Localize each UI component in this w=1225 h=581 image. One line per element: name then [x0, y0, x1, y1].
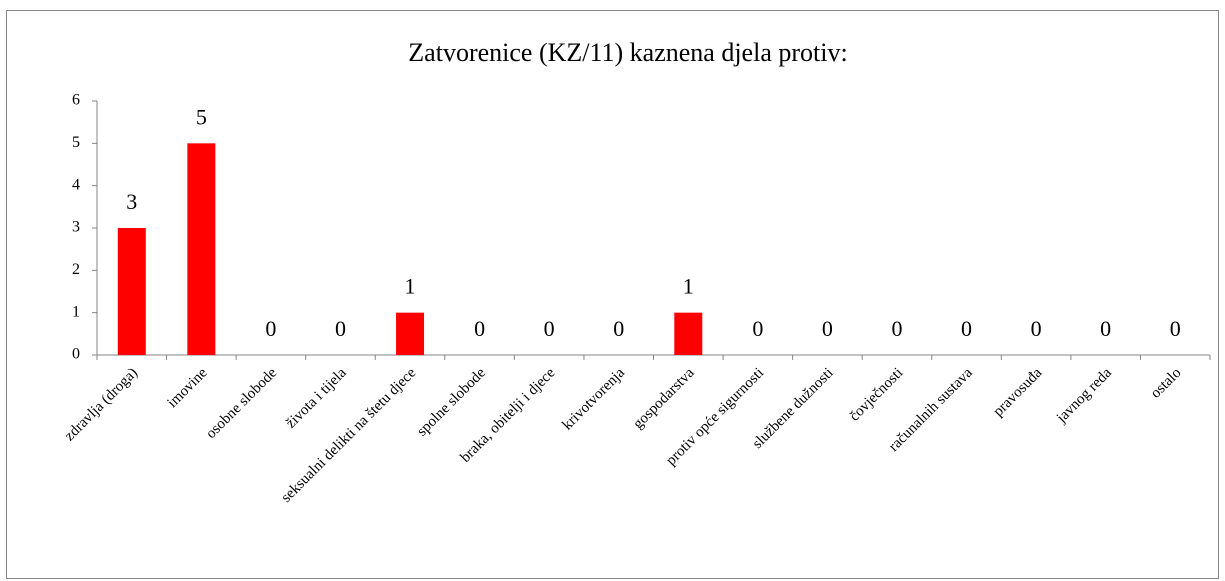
data-label: 0 [335, 316, 346, 341]
y-tick-label: 0 [72, 346, 80, 363]
y-tick-label: 5 [72, 134, 80, 151]
data-label: 0 [822, 316, 833, 341]
data-label: 0 [1031, 316, 1042, 341]
data-label: 0 [265, 316, 276, 341]
y-tick-label: 6 [72, 92, 80, 109]
data-label: 0 [1170, 316, 1181, 341]
bar [117, 228, 146, 355]
data-label: 0 [613, 316, 624, 341]
data-label: 0 [544, 316, 555, 341]
data-label: 5 [196, 104, 207, 129]
data-label: 0 [752, 316, 763, 341]
y-tick-label: 3 [72, 219, 80, 236]
data-label: 3 [126, 189, 137, 214]
bar [396, 312, 425, 355]
data-label: 0 [961, 316, 972, 341]
chart-title: Zatvorenice (KZ/11) kaznena djela protiv… [408, 38, 847, 67]
data-label: 1 [405, 274, 416, 299]
y-tick-label: 4 [72, 176, 80, 193]
y-tick-label: 2 [72, 261, 80, 278]
data-label: 1 [683, 274, 694, 299]
bar [187, 143, 216, 355]
bar [674, 312, 703, 355]
data-label: 0 [474, 316, 485, 341]
data-label: 0 [891, 316, 902, 341]
data-label: 0 [1100, 316, 1111, 341]
y-tick-label: 1 [72, 303, 80, 320]
